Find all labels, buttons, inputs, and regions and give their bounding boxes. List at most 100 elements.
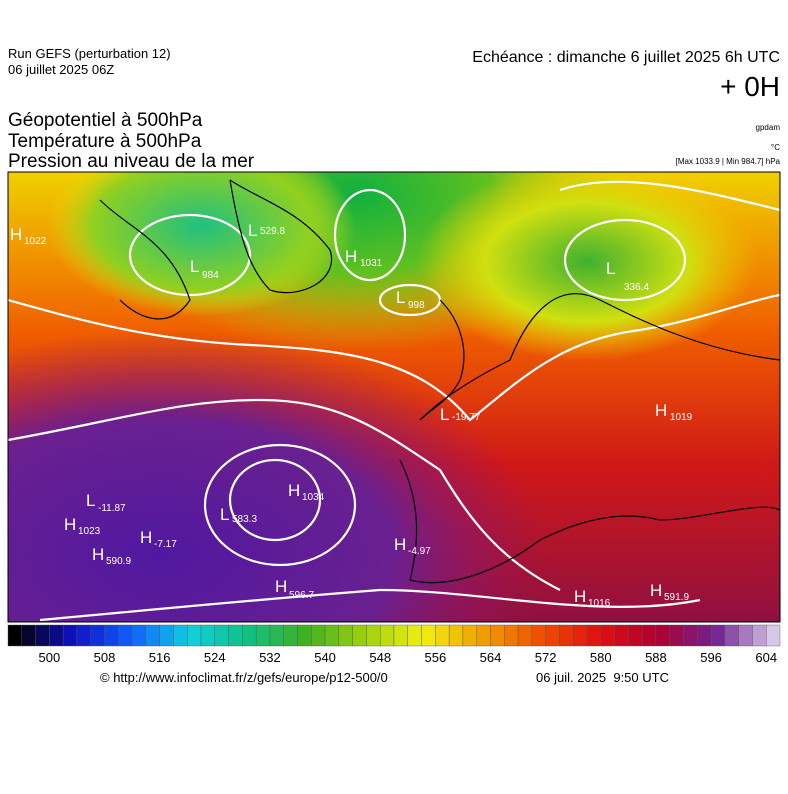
system-value: 1016 — [588, 598, 611, 609]
colorbar-tick-label: 588 — [645, 650, 667, 665]
colorbar-swatch — [311, 624, 326, 647]
system-value: 1034 — [302, 492, 325, 503]
colorbar-swatch — [228, 624, 243, 647]
run: Run GEFS (perturbation 12) — [8, 46, 171, 61]
system-letter: H — [394, 535, 406, 554]
system-value: 596.7 — [289, 590, 314, 601]
colorbar-swatch — [586, 624, 601, 647]
colorbar-swatch — [504, 624, 519, 647]
colorbar-swatch — [724, 624, 739, 647]
system-letter: L — [86, 491, 95, 510]
system-value: 1022 — [24, 236, 47, 247]
colorbar-swatch — [655, 624, 670, 647]
colorbar: 500 508 516 524 532 540 548 556 564 572 580 588 596 6… — [7, 624, 781, 665]
colorbar-swatch — [283, 624, 298, 647]
colorbar-swatch — [297, 624, 312, 647]
colorbar-tick-label: 596 — [700, 650, 722, 665]
colorbar-swatch — [407, 624, 422, 647]
colorbar-swatch — [641, 624, 657, 647]
system-value: 1031 — [360, 258, 383, 269]
title: Température à 500hPa — [8, 131, 202, 152]
colorbar-swatch — [242, 624, 257, 647]
system-value: -4.97 — [408, 546, 431, 557]
echeance: Echéance : dimanche 6 juillet 2025 6h UT… — [472, 49, 780, 66]
colorbar-tick-label: 572 — [535, 650, 557, 665]
colorbar-swatch — [531, 624, 546, 647]
system-letter: L — [440, 405, 449, 424]
colorbar-swatch — [159, 624, 174, 647]
colorbar-swatch — [324, 624, 340, 647]
system-letter: H — [650, 581, 662, 600]
title: Pression au niveau de la mer — [8, 151, 255, 172]
colorbar-swatch — [738, 624, 753, 647]
colorbar-tick-label: 556 — [425, 650, 447, 665]
colorbar-swatch — [628, 624, 643, 647]
system-letter: H — [10, 225, 22, 244]
colorbar-swatch — [200, 624, 215, 647]
colorbar-swatch — [49, 624, 64, 647]
colorbar-swatch — [145, 624, 160, 647]
colorbar-swatch — [118, 624, 133, 647]
colorbar-tick-label: 516 — [149, 650, 171, 665]
unit: gpdam — [756, 123, 781, 132]
colorbar-swatch — [393, 624, 408, 647]
colorbar-tick-label: 540 — [314, 650, 336, 665]
system-letter: H — [92, 545, 104, 564]
timestamp: 06 juil. 2025 9:50 UTC — [536, 670, 669, 685]
colorbar-swatch — [683, 624, 698, 647]
colorbar-swatch — [255, 624, 271, 647]
colorbar-swatch — [187, 624, 202, 647]
unit: [Max 1033.9 | Min 984.7] hPa — [676, 157, 781, 166]
colorbar-tick-label: 500 — [39, 650, 61, 665]
run-date: 06 juillet 2025 06Z — [8, 62, 114, 77]
system-letter: H — [345, 247, 357, 266]
system-value: 336.4 — [624, 282, 649, 293]
colorbar-swatch — [766, 624, 781, 647]
colorbar-swatch — [476, 624, 491, 647]
colorbar-swatch — [448, 624, 464, 647]
colorbar-swatch — [90, 624, 105, 647]
system-letter: L — [220, 505, 229, 524]
colorbar-swatch — [573, 624, 588, 647]
colorbar-swatch — [614, 624, 629, 647]
system-value: -7.17 — [154, 539, 177, 550]
colorbar-swatch — [7, 624, 22, 647]
colorbar-swatch — [104, 624, 119, 647]
system-value: 1019 — [670, 412, 693, 423]
colorbar-tick-label: 580 — [590, 650, 612, 665]
system-letter: H — [574, 587, 586, 606]
colorbar-swatch — [490, 624, 505, 647]
colorbar-swatch — [559, 624, 574, 647]
colorbar-tick-label: 604 — [755, 650, 777, 665]
colorbar-swatch — [76, 624, 91, 647]
lead-time: + 0H — [720, 71, 780, 102]
colorbar-tick-label: 508 — [94, 650, 116, 665]
colorbar-swatch — [338, 624, 353, 647]
colorbar-swatch — [380, 624, 395, 647]
colorbar-swatch — [352, 624, 367, 647]
colorbar-swatch — [435, 624, 450, 647]
colorbar-swatch — [517, 624, 533, 647]
colorbar-swatch — [35, 624, 50, 647]
colorbar-swatch — [269, 624, 284, 647]
system-value: -19.77 — [452, 412, 481, 423]
system-value: 1023 — [78, 526, 101, 537]
system-value: 591.9 — [664, 592, 689, 603]
system-letter: H — [655, 401, 667, 420]
colorbar-swatch — [710, 624, 726, 647]
system-value: 998 — [408, 300, 425, 311]
system-value: 984 — [202, 270, 219, 281]
colorbar-tick-label: 548 — [369, 650, 391, 665]
colorbar-swatch — [62, 624, 78, 647]
colorbar-swatch — [173, 624, 188, 647]
system-letter: L — [606, 259, 615, 278]
system-letter: L — [248, 221, 257, 240]
colorbar-swatch — [669, 624, 684, 647]
system-letter: H — [64, 515, 76, 534]
system-letter: L — [396, 288, 405, 307]
map-frame — [7, 171, 781, 623]
colorbar-swatch — [600, 624, 615, 647]
